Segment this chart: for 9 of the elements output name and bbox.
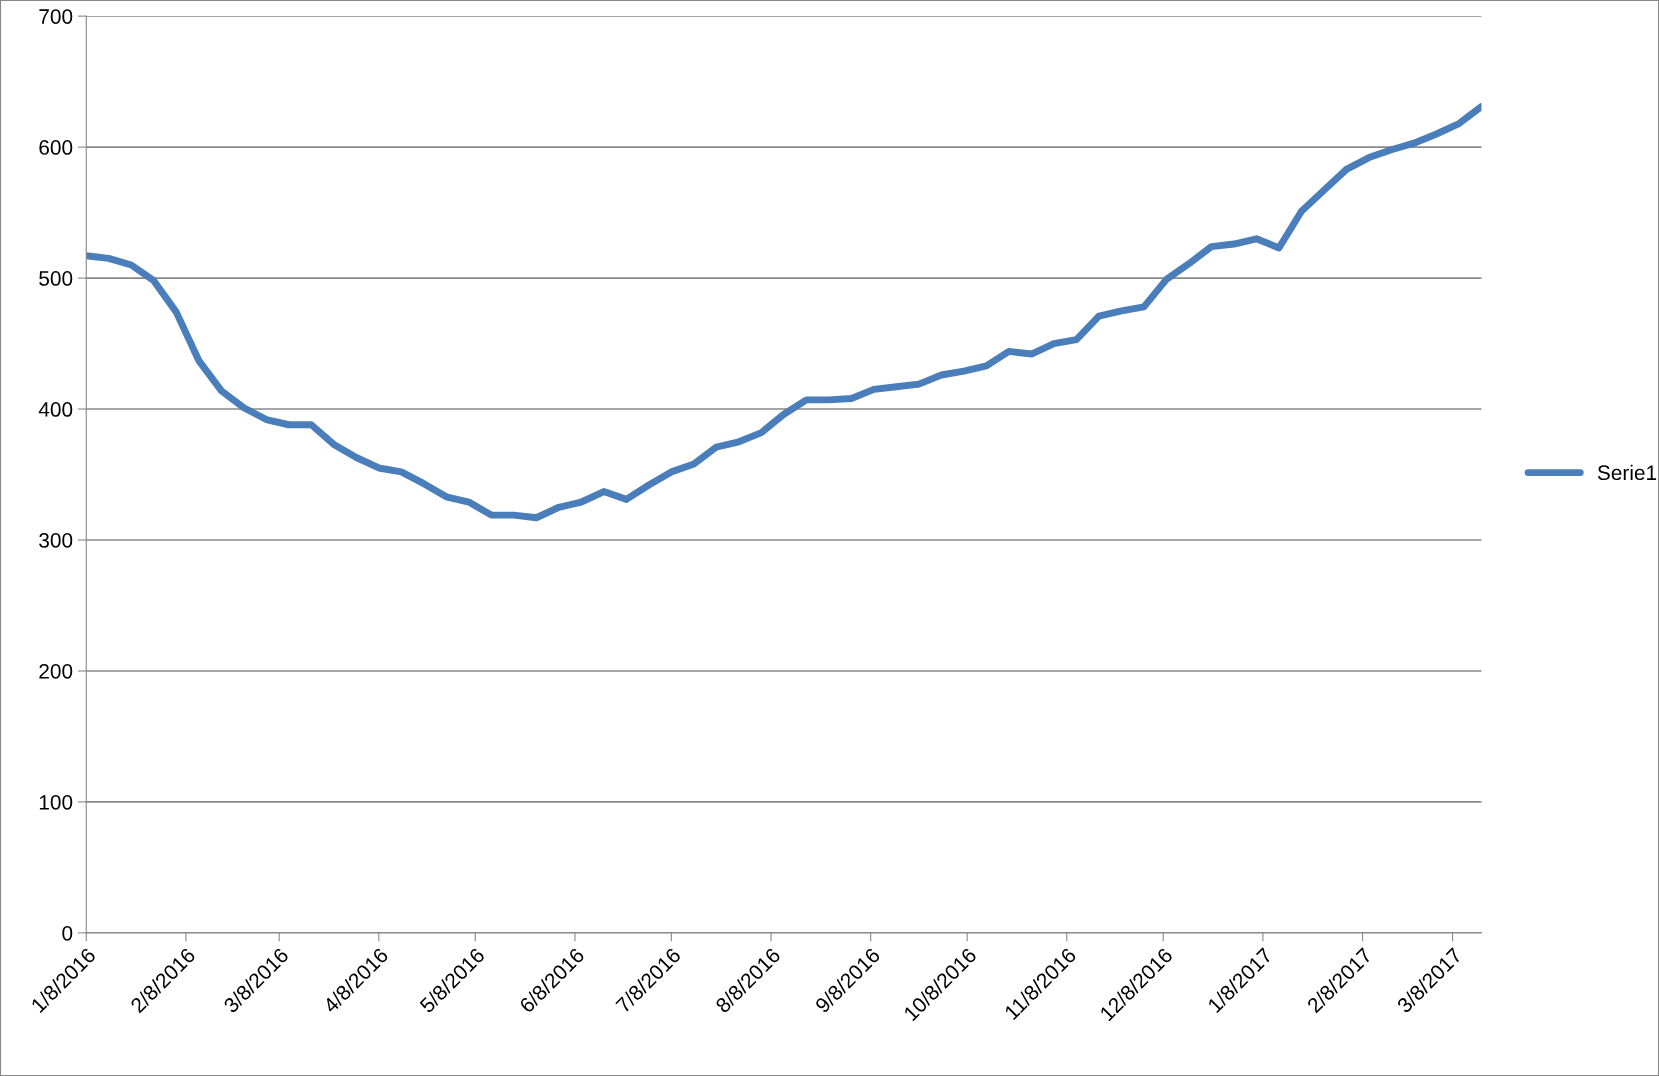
y-tick-label: 0 xyxy=(62,925,73,941)
y-tick-label: 600 xyxy=(39,140,73,155)
legend-label: Serie1 xyxy=(1597,464,1657,481)
y-tick-label: 700 xyxy=(39,9,73,24)
y-tick-label: 100 xyxy=(39,794,73,810)
y-tick-label: 500 xyxy=(39,271,73,286)
y-tick-label: 200 xyxy=(39,663,73,679)
y-tick-label: 400 xyxy=(38,402,73,417)
y-tick-label: 300 xyxy=(39,533,73,548)
